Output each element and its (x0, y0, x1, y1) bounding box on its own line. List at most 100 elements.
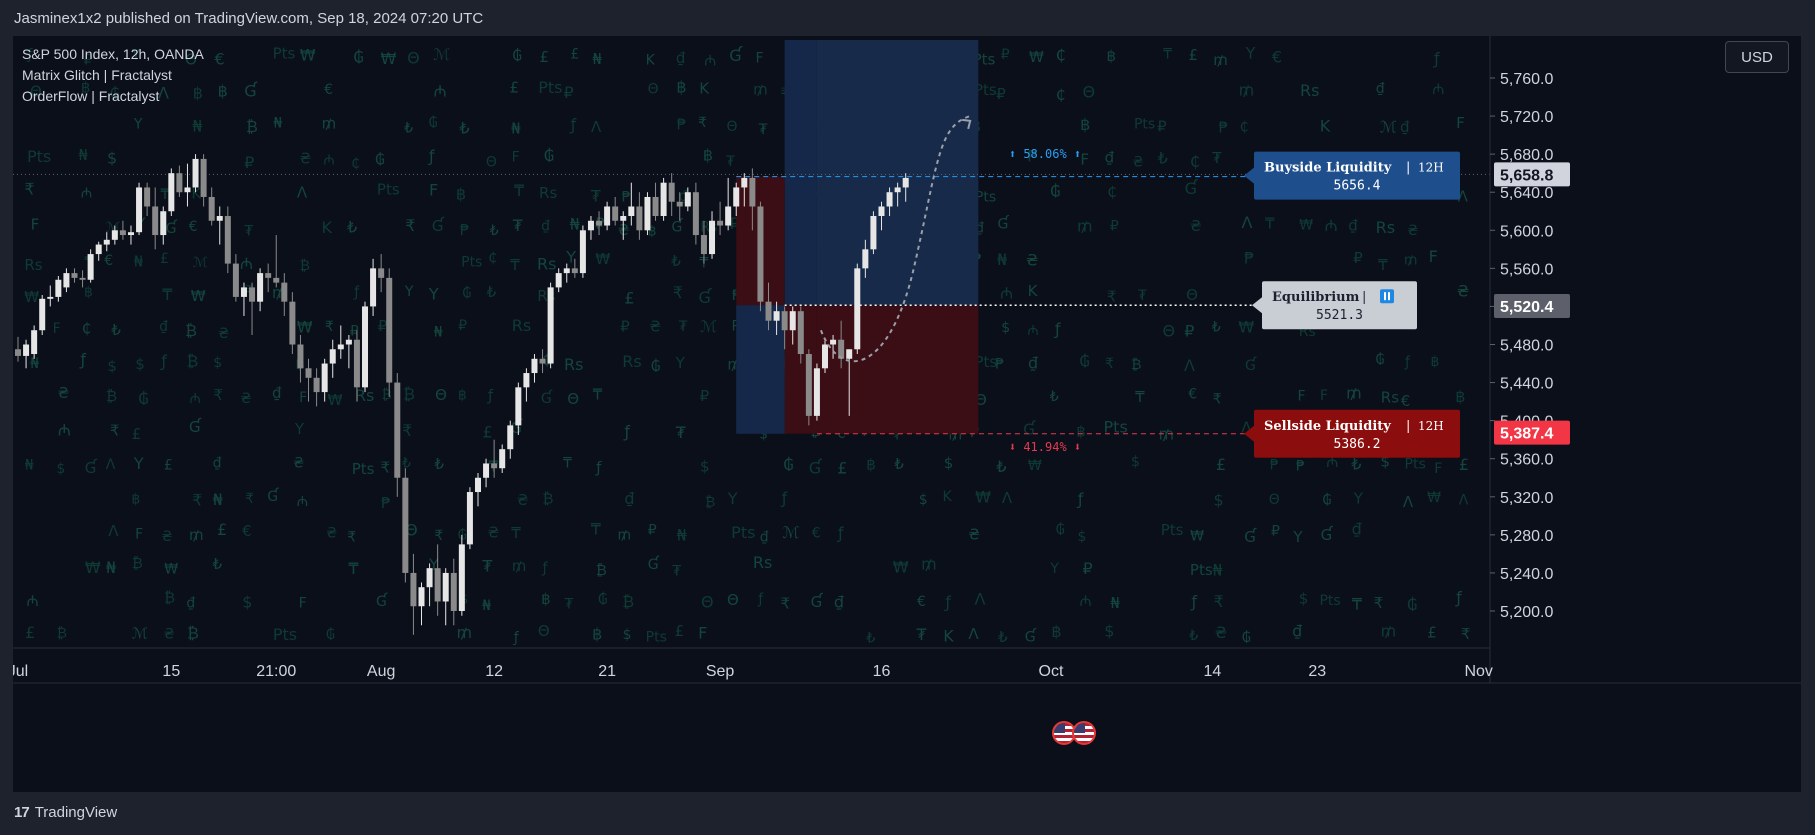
candle[interactable] (265, 263, 272, 293)
candle[interactable] (200, 154, 207, 207)
candle[interactable] (394, 373, 401, 497)
candle[interactable] (23, 339, 30, 369)
sellside-label[interactable]: Sellside Liquidity | 12H 5386.2 (1244, 409, 1460, 458)
candle[interactable] (47, 285, 54, 307)
candle[interactable] (321, 358, 328, 402)
candle[interactable] (878, 201, 885, 231)
candle[interactable] (571, 258, 578, 278)
buyside-label[interactable]: Buyside Liquidity | 12H 5656.4 (1244, 151, 1460, 200)
candle[interactable] (668, 173, 675, 217)
candle[interactable] (216, 206, 223, 245)
candle[interactable] (297, 334, 304, 383)
candle[interactable] (386, 268, 393, 397)
candle[interactable] (329, 339, 336, 378)
candle[interactable] (483, 458, 490, 488)
candle[interactable] (636, 192, 643, 240)
candle[interactable] (684, 187, 691, 212)
candle[interactable] (168, 168, 175, 217)
currency-button[interactable]: USD (1725, 41, 1789, 73)
time-axis[interactable]: Jul 15 21:00 Aug 12 21 Sep 16 Oct 14 23 Nov (13, 647, 1801, 684)
candle[interactable] (466, 487, 473, 550)
legend-indicator-matrix-glitch[interactable]: Matrix Glitch | Fractalyst (22, 67, 172, 83)
candle[interactable] (71, 268, 78, 283)
candle[interactable] (644, 192, 651, 236)
candle[interactable] (579, 225, 586, 278)
candle[interactable] (700, 220, 707, 264)
candle[interactable] (224, 206, 231, 274)
candle[interactable] (862, 239, 869, 278)
candle[interactable] (55, 275, 62, 302)
candle[interactable] (353, 330, 360, 402)
candle[interactable] (547, 282, 554, 369)
chart-area[interactable]: ƒΘPts₹FRs₩₦₦₼£F₴₼$₿₽฿₦₼₸฿₵ƒƓ₩₲$ℳ€₺$₿₹ΛΛ₦… (13, 36, 1801, 792)
candle[interactable] (709, 211, 716, 259)
candle[interactable] (789, 306, 796, 345)
candle[interactable] (418, 582, 425, 626)
candle[interactable] (894, 182, 901, 207)
candle[interactable] (596, 211, 603, 236)
candle[interactable] (192, 154, 199, 193)
candle[interactable] (822, 339, 828, 374)
candle[interactable] (725, 177, 732, 231)
candle[interactable] (111, 225, 118, 245)
legend-indicator-orderflow[interactable]: OrderFlow | Fractalyst (22, 88, 160, 104)
candle[interactable] (515, 382, 522, 435)
candle[interactable] (119, 220, 126, 240)
candle[interactable] (434, 544, 441, 616)
candle[interactable] (103, 232, 110, 252)
candle[interactable] (692, 182, 699, 245)
candle[interactable] (491, 439, 498, 478)
candle[interactable] (313, 368, 320, 407)
candle[interactable] (587, 216, 594, 240)
candle[interactable] (531, 354, 538, 383)
price-axis[interactable]: 5,200.05,240.05,280.05,320.05,360.05,400… (1489, 36, 1570, 683)
candle[interactable] (410, 553, 417, 635)
price-badge[interactable]: 5,520.4 (1494, 294, 1570, 319)
price-chart[interactable]: ƒΘPts₹FRs₩₦₦₼£F₴₼$₿₽฿₦₼₸฿₵ƒƓ₩₲$ℳ€₺$₿₹ΛΛ₦… (13, 36, 1801, 792)
candle[interactable] (176, 165, 183, 197)
candle[interactable] (830, 334, 837, 359)
candle[interactable] (362, 301, 369, 393)
candle[interactable] (160, 206, 167, 245)
candle[interactable] (305, 358, 312, 402)
us-flag-icon[interactable] (1052, 721, 1076, 745)
candle[interactable] (676, 192, 683, 221)
candle[interactable] (450, 558, 457, 626)
candle[interactable] (208, 187, 215, 226)
pause-icon[interactable] (1380, 289, 1394, 304)
candle[interactable] (539, 349, 546, 374)
candle[interactable] (765, 282, 772, 331)
candle[interactable] (79, 270, 86, 288)
candle[interactable] (289, 292, 296, 355)
candle[interactable] (273, 235, 280, 288)
candle[interactable] (345, 334, 352, 369)
candle[interactable] (63, 268, 70, 293)
candle[interactable] (733, 182, 740, 217)
candle[interactable] (402, 468, 409, 583)
candle[interactable] (797, 306, 804, 364)
legend-symbol[interactable]: S&P 500 Index, 12h, OANDA (22, 46, 204, 62)
candle[interactable] (337, 325, 344, 359)
candle[interactable] (781, 306, 788, 350)
candle[interactable] (136, 182, 143, 236)
candle[interactable] (87, 249, 94, 283)
candle[interactable] (31, 325, 38, 359)
candle[interactable] (144, 182, 151, 217)
candle[interactable] (39, 295, 46, 335)
candle[interactable] (281, 273, 288, 316)
candle[interactable] (95, 241, 102, 261)
candle[interactable] (370, 258, 377, 316)
candlestick-series[interactable] (15, 154, 909, 635)
candle[interactable] (15, 336, 21, 362)
candle[interactable] (378, 254, 385, 293)
tradingview-brand[interactable]: 17 TradingView (14, 804, 117, 821)
price-badge[interactable]: 5,387.4 (1494, 420, 1570, 445)
candle[interactable] (652, 182, 659, 221)
candle[interactable] (612, 196, 619, 226)
candle[interactable] (563, 263, 570, 283)
candle[interactable] (523, 368, 530, 402)
candle[interactable] (813, 363, 820, 421)
candle[interactable] (240, 282, 247, 316)
candle[interactable] (628, 182, 635, 226)
candle[interactable] (499, 444, 506, 473)
